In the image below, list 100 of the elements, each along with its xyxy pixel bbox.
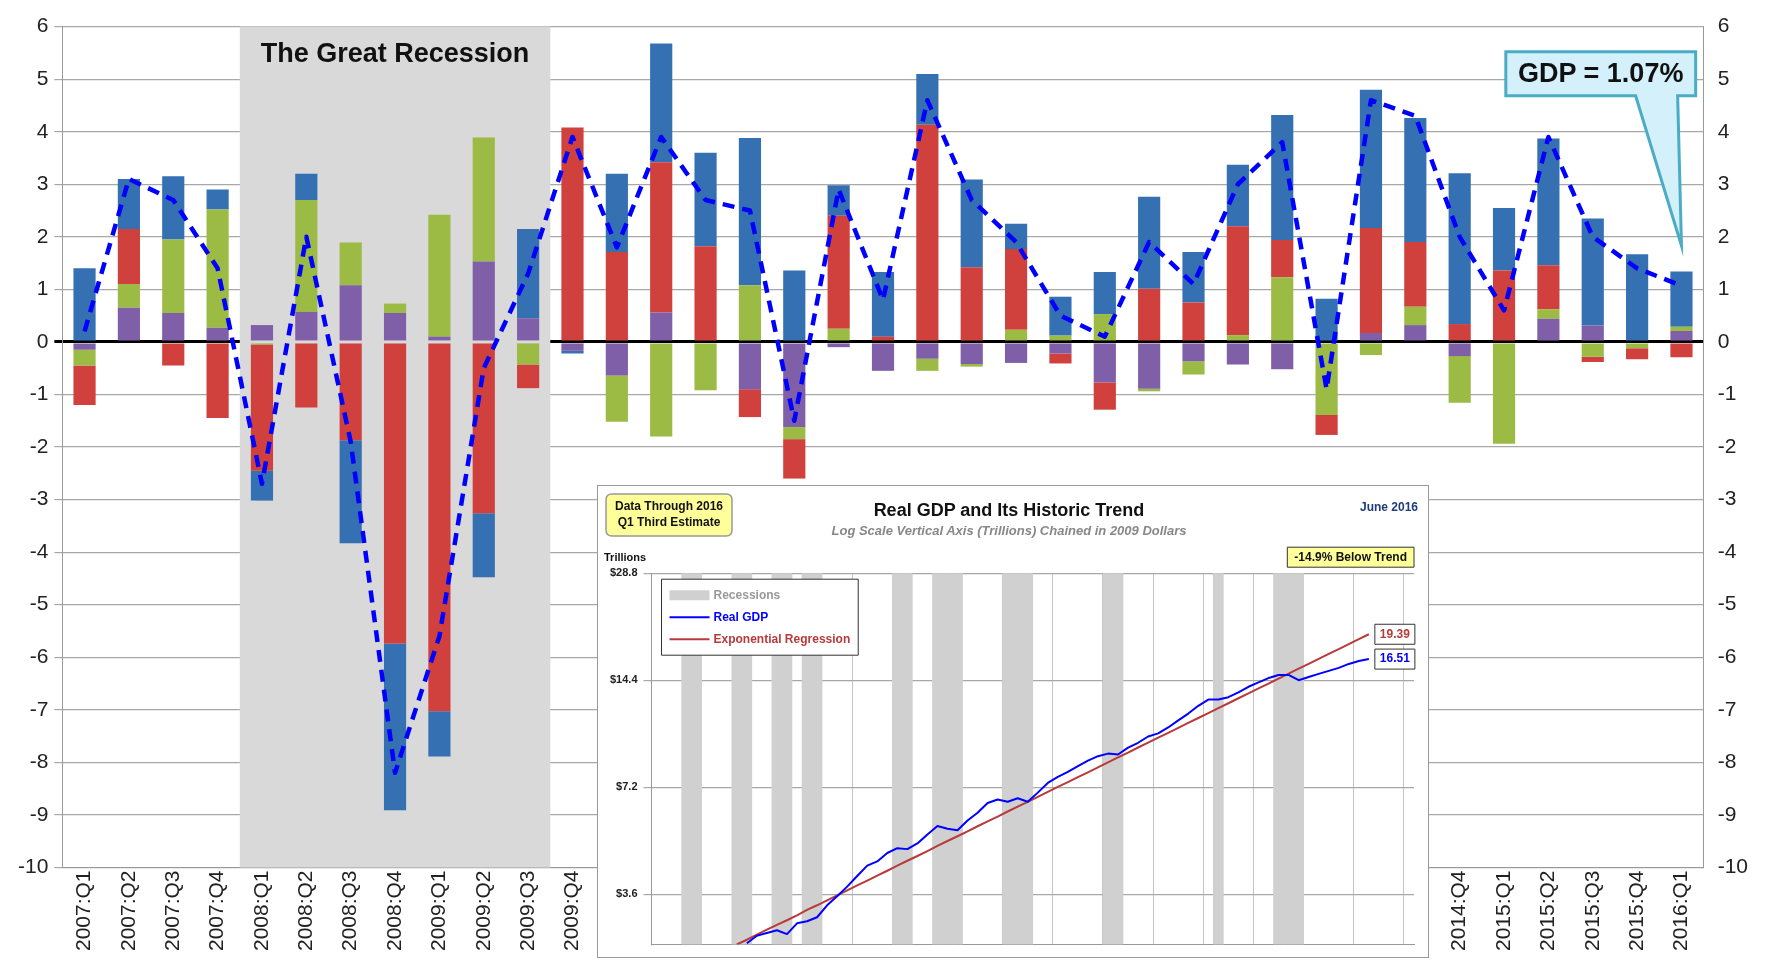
bar [1049, 353, 1072, 364]
bar [1670, 326, 1693, 331]
bar [1581, 325, 1604, 341]
bar [827, 215, 850, 329]
y-tick-label: -4 [29, 538, 49, 562]
bar [1138, 343, 1161, 389]
bar [117, 284, 140, 308]
y-tick-label: 4 [36, 118, 49, 142]
bar [561, 127, 584, 341]
bar [1138, 196, 1161, 289]
y2-tick-label: 1 [1717, 276, 1730, 300]
y-tick-label: $7.2 [615, 780, 638, 793]
bar [517, 228, 540, 319]
bar [206, 327, 229, 341]
bar [472, 137, 495, 262]
y-tick-label: 5 [36, 65, 49, 89]
bar [1670, 343, 1693, 358]
bar [1448, 173, 1471, 325]
bar [162, 343, 185, 366]
bar [1448, 356, 1471, 403]
bar [117, 307, 140, 341]
bar [738, 343, 762, 390]
y2-tick-label: -1 [1717, 381, 1737, 405]
bar [1492, 343, 1516, 444]
legend-label: Recessions [713, 587, 781, 602]
x-tick-label: 2008:Q4 [381, 870, 405, 952]
bar [162, 313, 185, 341]
y-tick-label: 0 [36, 328, 49, 352]
bar [1670, 330, 1693, 341]
x-tick-label: 2016:Q1 [1668, 870, 1692, 952]
bar [1004, 343, 1028, 363]
bar [1271, 277, 1294, 341]
bar [738, 138, 762, 286]
bar [339, 242, 362, 286]
y2-tick-label: 6 [1717, 13, 1730, 37]
bar [738, 285, 762, 341]
x-tick-label: 2015:Q4 [1623, 870, 1647, 952]
y2-tick-label: -7 [1717, 696, 1737, 720]
bar [916, 358, 939, 371]
x-tick-label: 2009:Q3 [514, 870, 538, 952]
annotation: GDP = 1.07% [1518, 58, 1684, 89]
bar [960, 343, 983, 364]
bar [1226, 343, 1249, 365]
bar [960, 363, 983, 367]
bar [1581, 343, 1604, 357]
bar [1404, 306, 1427, 326]
bar [650, 43, 673, 163]
bar [650, 312, 673, 341]
bar [1626, 343, 1649, 349]
x-tick-label: 2015:Q3 [1579, 870, 1603, 952]
bar [1004, 329, 1028, 341]
annotation: Data Through 2016 Q1 Third Estimate [614, 499, 724, 530]
y2-tick-label: -6 [1717, 644, 1737, 668]
y2-tick-label: 3 [1717, 171, 1730, 195]
bar [1226, 335, 1249, 341]
bar [650, 343, 673, 437]
bar [1448, 343, 1471, 357]
bar [73, 365, 96, 405]
bar [472, 343, 495, 514]
y-tick-label: -7 [29, 696, 49, 720]
y2-tick-label: 0 [1717, 328, 1730, 352]
chart-title: Real GDP and Its Historic Trend [873, 499, 1145, 520]
bar [1404, 242, 1427, 307]
y-axis-title: Trillions [603, 550, 647, 563]
bar [561, 343, 584, 351]
bar [472, 513, 495, 578]
y-tick-label: -6 [29, 644, 49, 668]
bar [162, 239, 185, 314]
y-tick-label: -5 [29, 591, 49, 615]
x-tick-label: 2009:Q1 [426, 870, 450, 952]
bar [1404, 325, 1427, 341]
bar [694, 343, 717, 391]
bar [605, 343, 628, 376]
bar [1359, 227, 1383, 333]
bar [1537, 309, 1560, 319]
y-tick-label: $14.4 [609, 673, 639, 686]
bar [1004, 248, 1028, 330]
y2-tick-label: -3 [1717, 486, 1737, 510]
bar [1359, 89, 1383, 228]
bar [1271, 239, 1294, 278]
y-tick-label: 6 [36, 13, 49, 37]
bar [1537, 138, 1560, 266]
bar [605, 252, 628, 341]
bar [428, 711, 451, 757]
y-tick-label: 2 [36, 223, 49, 247]
bar [206, 343, 229, 419]
y2-tick-label: -5 [1717, 591, 1737, 615]
bar [250, 344, 274, 471]
x-tick-label: 2007:Q2 [115, 870, 139, 952]
bar [605, 173, 628, 253]
bar [694, 152, 717, 247]
bar [162, 176, 185, 240]
bar [206, 209, 229, 328]
y2-tick-label: 5 [1717, 65, 1730, 89]
bar [1226, 226, 1249, 336]
bar [428, 214, 451, 337]
y2-tick-label: -4 [1717, 538, 1737, 562]
bar [383, 313, 407, 341]
y2-tick-label: -2 [1717, 433, 1737, 457]
bar [916, 343, 939, 359]
